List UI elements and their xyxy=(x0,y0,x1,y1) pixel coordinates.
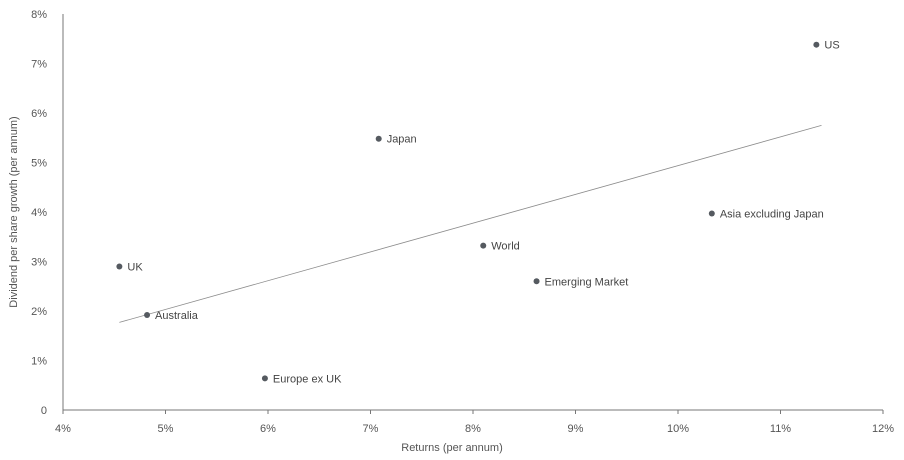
x-tick-label: 7% xyxy=(363,423,379,435)
point-label: Emerging Market xyxy=(545,276,629,288)
x-tick-label: 11% xyxy=(770,423,791,435)
trendline xyxy=(119,124,822,323)
point-label: US xyxy=(824,40,839,52)
y-tick-label: 2% xyxy=(31,306,47,318)
y-tick-label: 8% xyxy=(31,9,47,21)
point-label: UK xyxy=(127,261,143,273)
point-label: Japan xyxy=(387,134,417,146)
x-tick-label: 9% xyxy=(568,423,584,435)
points-group: US Japan Asia excluding Japan World UK Emergi… xyxy=(116,40,840,385)
data-point xyxy=(708,210,715,217)
x-tick-label: 10% xyxy=(667,423,689,435)
x-tick-label: 5% xyxy=(158,423,174,435)
point-label: World xyxy=(491,241,520,253)
x-tick-label: 4% xyxy=(55,423,71,435)
data-point xyxy=(261,375,268,382)
y-axis-title: Dividend per share growth (per annum) xyxy=(8,116,20,307)
data-point xyxy=(144,311,151,318)
point-label: Australia xyxy=(155,310,199,322)
y-tick-label: 7% xyxy=(31,59,47,71)
x-axis-title: Returns (per annum) xyxy=(401,442,503,454)
x-tick-label: 12% xyxy=(872,423,894,435)
y-tick-label: 4% xyxy=(31,207,47,219)
y-tick-label: 3% xyxy=(31,257,47,269)
y-tick-label: 5% xyxy=(31,158,47,170)
point-label: Asia excluding Japan xyxy=(720,208,824,220)
data-point xyxy=(375,135,382,142)
data-point xyxy=(813,41,820,48)
x-tick-label: 6% xyxy=(260,423,276,435)
data-point xyxy=(116,263,123,270)
y-tick-label: 6% xyxy=(31,108,47,120)
point-label: Europe ex UK xyxy=(273,373,342,385)
y-tick-label: 1% xyxy=(31,356,47,368)
data-point xyxy=(480,242,487,249)
axes: 4% 5% 6% 7% 8% 9% 10% 11% 12% 0 1% 2% 3% 4% 5% 6% 7% 8% xyxy=(31,9,894,435)
trendline-group xyxy=(119,124,822,323)
x-tick-label: 8% xyxy=(465,423,481,435)
data-point xyxy=(533,278,540,285)
y-tick-label: 0 xyxy=(41,405,47,417)
